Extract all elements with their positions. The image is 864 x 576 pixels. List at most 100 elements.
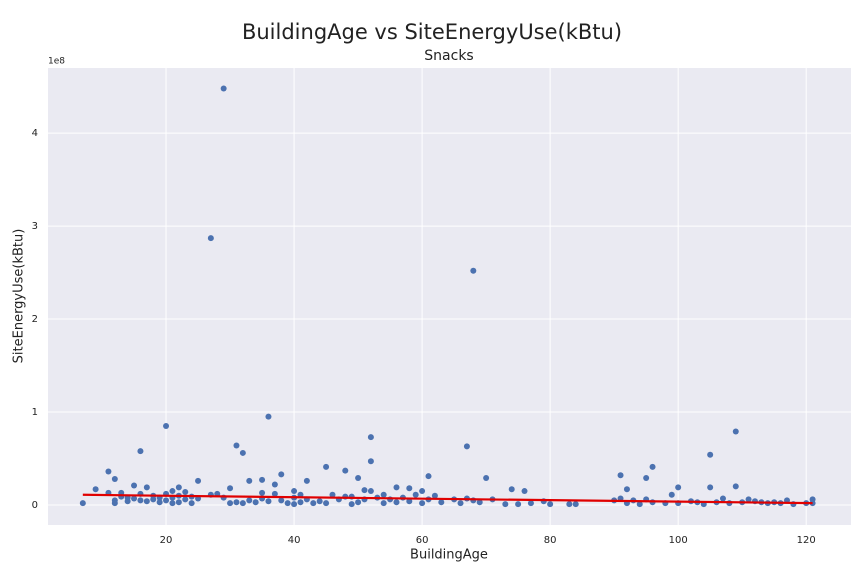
point — [169, 488, 176, 495]
point — [547, 501, 554, 508]
y-axis-label: SiteEnergyUse(kBtu) — [12, 229, 27, 364]
point — [668, 491, 675, 498]
point — [220, 85, 227, 92]
point — [393, 484, 400, 491]
point — [425, 473, 432, 480]
point — [111, 475, 118, 482]
point — [175, 499, 182, 506]
point — [316, 498, 323, 505]
point — [233, 442, 240, 449]
point — [675, 484, 682, 491]
x-tick-label: 120 — [797, 535, 816, 546]
point — [380, 500, 387, 507]
point — [182, 496, 189, 503]
y-tick-label: 3 — [32, 221, 38, 232]
point — [207, 235, 214, 242]
point — [182, 488, 189, 495]
point — [355, 475, 362, 482]
point — [406, 498, 413, 505]
point — [508, 486, 515, 493]
point — [233, 499, 240, 506]
point — [406, 485, 413, 492]
x-tick-label: 80 — [544, 535, 557, 546]
point — [527, 500, 534, 507]
point — [719, 495, 726, 502]
point — [297, 499, 304, 506]
plot-area — [48, 68, 851, 525]
point — [502, 501, 509, 508]
point — [284, 500, 291, 507]
point — [265, 498, 272, 505]
point — [470, 267, 477, 274]
point — [457, 500, 464, 507]
point — [515, 501, 522, 508]
y-offset-label: 1e8 — [48, 57, 65, 67]
point — [252, 499, 259, 506]
point — [419, 488, 426, 495]
y-tick-label: 0 — [32, 500, 38, 511]
point — [79, 500, 86, 507]
point — [105, 468, 112, 475]
point — [367, 458, 374, 465]
point — [131, 482, 138, 489]
chart-title: BuildingAge vs SiteEnergyUse(kBtu) — [242, 20, 622, 44]
point — [521, 488, 528, 495]
point — [732, 428, 739, 435]
point — [137, 497, 144, 504]
point — [291, 488, 298, 495]
point — [92, 486, 99, 493]
point — [323, 500, 330, 507]
x-tick-label: 40 — [288, 535, 301, 546]
point — [239, 449, 246, 456]
point — [355, 499, 362, 506]
point — [393, 499, 400, 506]
chart-subtitle: Snacks — [424, 48, 473, 64]
point — [131, 495, 138, 502]
point — [438, 499, 445, 506]
point — [271, 481, 278, 488]
point — [278, 471, 285, 478]
point — [745, 496, 752, 503]
point — [732, 483, 739, 490]
y-tick-label: 2 — [32, 314, 38, 325]
point — [303, 477, 310, 484]
point — [265, 413, 272, 420]
trend-line — [82, 493, 813, 505]
point — [623, 486, 630, 493]
point — [431, 492, 438, 499]
point — [380, 491, 387, 498]
point — [419, 500, 426, 507]
point — [291, 501, 298, 508]
point — [239, 500, 246, 507]
point — [367, 488, 374, 495]
point — [259, 489, 266, 496]
point — [195, 477, 202, 484]
y-tick-label: 4 — [32, 128, 38, 139]
point — [636, 501, 643, 508]
point — [163, 422, 170, 429]
point — [246, 477, 253, 484]
point — [348, 501, 355, 508]
point — [323, 463, 330, 470]
point — [163, 497, 170, 504]
point — [143, 498, 150, 505]
point — [329, 491, 336, 498]
y-tick-label: 1 — [32, 407, 38, 418]
point — [463, 443, 470, 450]
point — [227, 485, 234, 492]
point — [649, 463, 656, 470]
point — [617, 472, 624, 479]
point — [707, 451, 714, 458]
point — [246, 497, 253, 504]
point — [227, 500, 234, 507]
x-tick-label: 100 — [669, 535, 688, 546]
point — [278, 497, 285, 504]
x-tick-label: 20 — [160, 535, 173, 546]
point — [367, 434, 374, 441]
point — [137, 448, 144, 455]
point — [259, 476, 266, 483]
point — [483, 475, 490, 482]
x-tick-label: 60 — [416, 535, 429, 546]
point — [271, 490, 278, 497]
point — [572, 501, 579, 508]
